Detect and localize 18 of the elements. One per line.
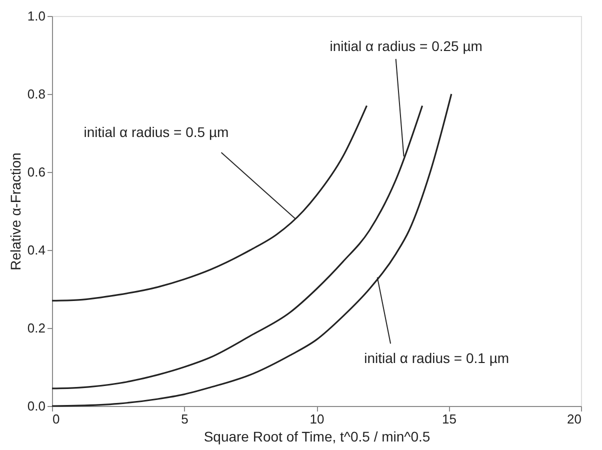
y-tick-label: 0.8: [27, 86, 46, 102]
y-tick-label: 0.6: [27, 164, 46, 180]
y-tick-label: 0.2: [27, 320, 46, 336]
y-axis-title: Relative α-Fraction: [7, 152, 24, 270]
line-series: [51, 93, 452, 407]
line-series: [51, 104, 368, 302]
x-tick-label: 15: [442, 412, 456, 426]
y-tick-label: 0.4: [27, 242, 46, 258]
annotation: initial α radius = 0.5 µm: [84, 124, 229, 140]
x-tick-label: 5: [181, 412, 188, 426]
annotation: initial α radius = 0.25 µm: [330, 38, 482, 54]
x-tick-label: 10: [310, 412, 324, 426]
y-tick-label: 0.0: [27, 398, 46, 414]
annotation: initial α radius = 0.1 µm: [364, 350, 510, 366]
x-tick-label: 0: [52, 412, 60, 426]
x-tick-label: 20: [567, 412, 582, 426]
x-axis-title: Square Root of Time, t^0.5 / min^0.5: [204, 428, 430, 444]
y-tick-label: 1.0: [27, 8, 46, 24]
